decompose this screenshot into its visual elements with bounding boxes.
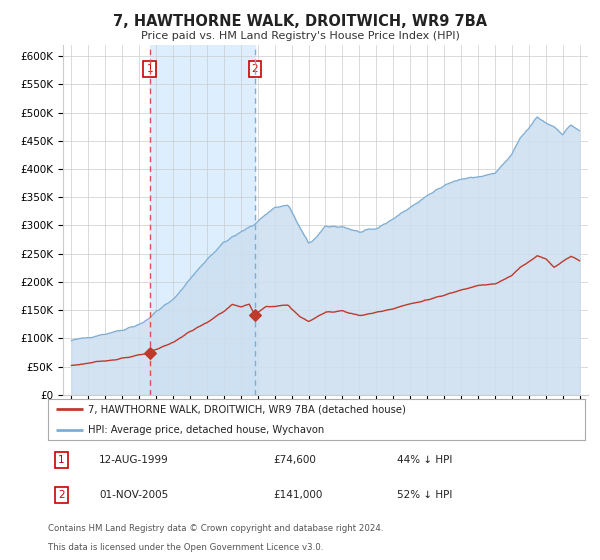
Text: Price paid vs. HM Land Registry's House Price Index (HPI): Price paid vs. HM Land Registry's House … [140, 31, 460, 41]
Text: £74,600: £74,600 [274, 455, 316, 465]
Text: 1: 1 [146, 64, 153, 74]
Text: £141,000: £141,000 [274, 490, 323, 500]
Text: 12-AUG-1999: 12-AUG-1999 [99, 455, 169, 465]
Point [250, 311, 260, 320]
Text: 2: 2 [251, 64, 258, 74]
Text: HPI: Average price, detached house, Wychavon: HPI: Average price, detached house, Wych… [88, 424, 325, 435]
Text: 52% ↓ HPI: 52% ↓ HPI [397, 490, 452, 500]
Text: Contains HM Land Registry data © Crown copyright and database right 2024.: Contains HM Land Registry data © Crown c… [48, 524, 383, 533]
Text: 44% ↓ HPI: 44% ↓ HPI [397, 455, 452, 465]
Text: 1: 1 [58, 455, 65, 465]
Text: 7, HAWTHORNE WALK, DROITWICH, WR9 7BA (detached house): 7, HAWTHORNE WALK, DROITWICH, WR9 7BA (d… [88, 404, 406, 414]
Text: 2: 2 [58, 490, 65, 500]
Text: 7, HAWTHORNE WALK, DROITWICH, WR9 7BA: 7, HAWTHORNE WALK, DROITWICH, WR9 7BA [113, 14, 487, 29]
Bar [149, 45, 255, 395]
Text: This data is licensed under the Open Government Licence v3.0.: This data is licensed under the Open Gov… [48, 543, 323, 552]
Text: 01-NOV-2005: 01-NOV-2005 [99, 490, 168, 500]
Point [145, 348, 154, 357]
